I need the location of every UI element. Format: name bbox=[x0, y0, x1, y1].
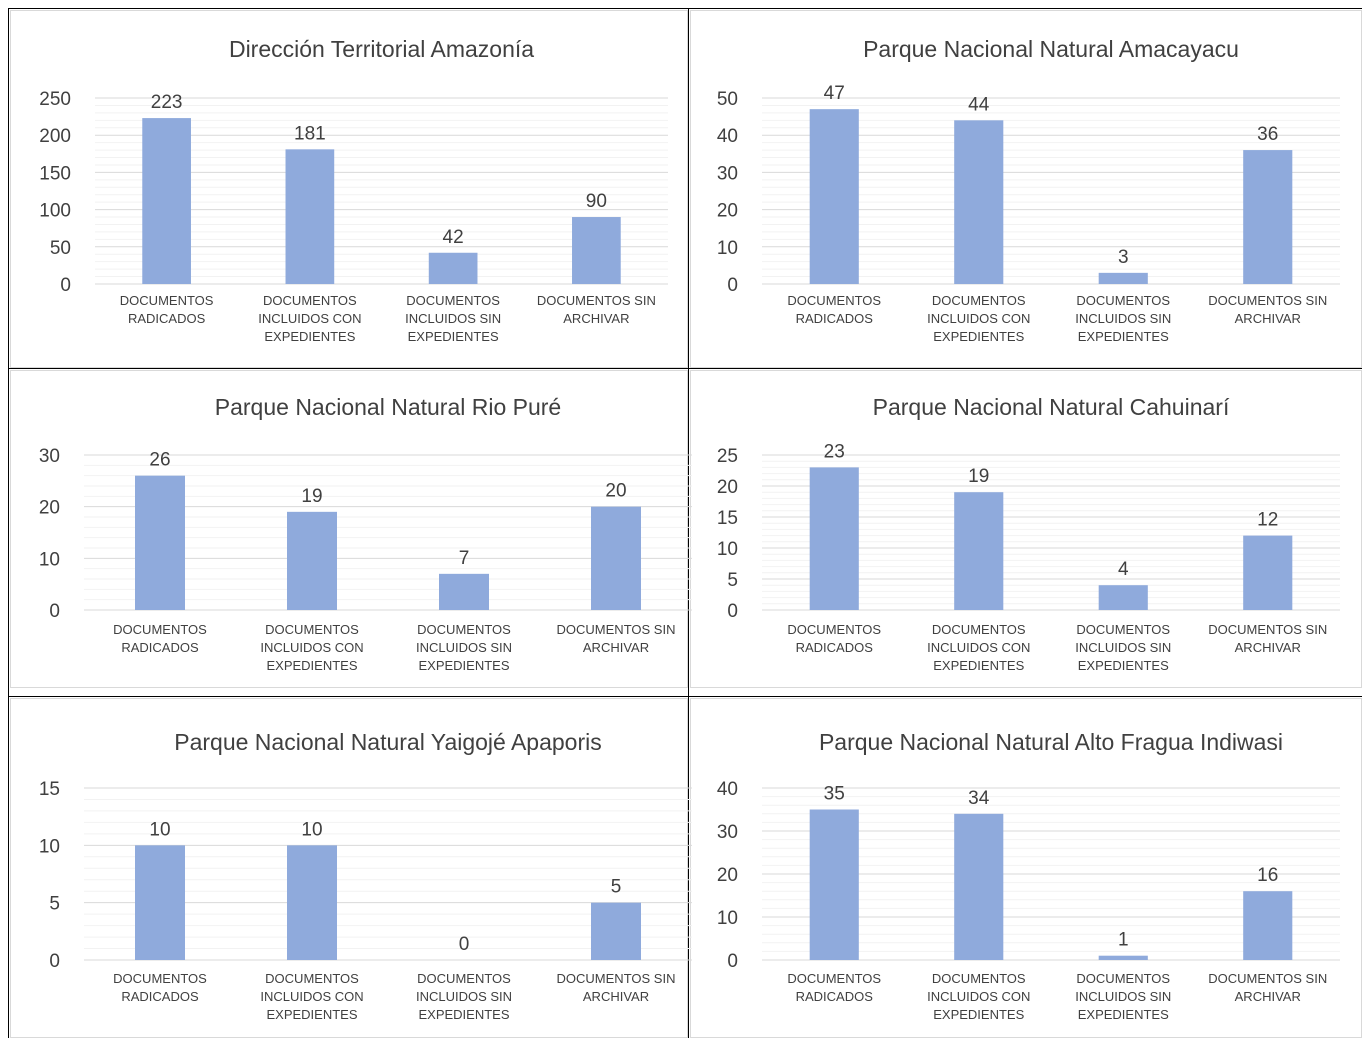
chart-panel-pnn-yaigoje-apaporis bbox=[10, 698, 688, 1038]
divider-row-2 bbox=[8, 696, 1362, 697]
chart-panel-direccion-amazonia bbox=[10, 10, 688, 368]
chart-panel-pnn-amacayacu bbox=[690, 10, 1362, 368]
chart-panel-pnn-cahuinari bbox=[690, 370, 1362, 688]
divider-top bbox=[8, 8, 1362, 9]
chart-panel-pnn-rio-pure bbox=[10, 370, 688, 688]
divider-middle bbox=[688, 8, 689, 1038]
divider-left bbox=[8, 8, 9, 1038]
chart-panel-pnn-alto-fragua-indiwasi bbox=[690, 698, 1362, 1038]
divider-row-1 bbox=[8, 368, 1362, 369]
